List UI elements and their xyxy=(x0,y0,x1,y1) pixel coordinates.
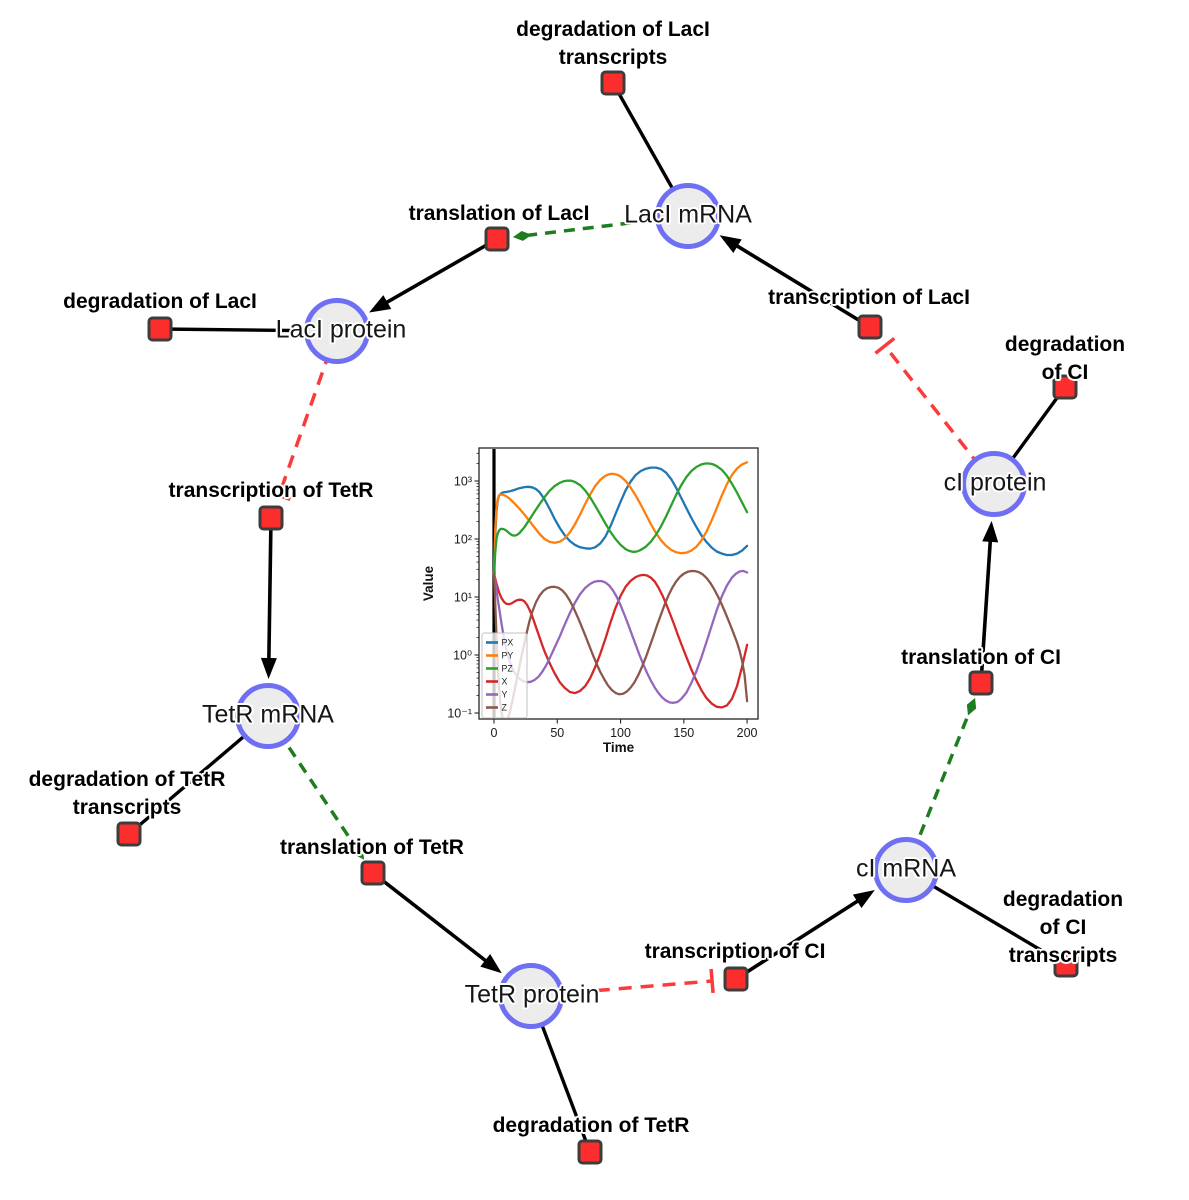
reaction-label-deg-laci-transcripts: degradation of LacI transcripts xyxy=(516,18,710,69)
reaction-node-deg-tetr xyxy=(577,1139,603,1165)
chart-series-PZ xyxy=(492,462,749,576)
species-node-ci-protein xyxy=(961,451,1027,517)
svg-text:10³: 10³ xyxy=(454,475,472,489)
reaction-node-deg-laci xyxy=(147,316,173,342)
svg-text:0: 0 xyxy=(491,726,498,740)
chart-tick-labels: 0 50 100 150 200 10³ 10² 10¹ 10⁰ 10⁻¹ xyxy=(447,475,757,741)
species-node-tetr-protein xyxy=(498,963,564,1029)
chart-series-PY xyxy=(492,461,749,576)
legend-entry-Y: Y xyxy=(502,690,508,700)
reaction-label-transcription-ci: transcription of CI xyxy=(644,940,826,963)
svg-text:200: 200 xyxy=(737,726,758,740)
reaction-node-deg-tetr-transcripts xyxy=(116,821,142,847)
species-node-ci-mrna xyxy=(873,837,939,903)
svg-text:10⁻¹: 10⁻¹ xyxy=(447,707,472,721)
reaction-node-transcription-ci xyxy=(723,966,749,992)
reaction-label-translation-laci: translation of LacI xyxy=(408,202,590,225)
reaction-node-transcription-tetr xyxy=(258,505,284,531)
reaction-label-translation-tetr: translation of TetR xyxy=(280,836,464,859)
edge-product-translation-laci-to-laci-protein xyxy=(369,237,498,313)
reaction-label-deg-laci: degradation of LacI xyxy=(63,290,257,313)
reaction-label-transcription-tetr: transcription of TetR xyxy=(168,479,374,502)
chart-curves xyxy=(492,461,749,719)
species-label-ci-protein: cI protein xyxy=(943,468,1047,497)
reaction-label-deg-tetr-transcripts: degradation of TetR transcripts xyxy=(28,768,226,819)
species-label-laci-protein: LacI protein xyxy=(275,315,407,344)
svg-text:150: 150 xyxy=(673,726,694,740)
simulation-inset-chart: 0 50 100 150 20010³10²10¹10⁰10⁻¹TimeValuePXP… xyxy=(420,430,772,775)
legend-entry-PY: PY xyxy=(502,651,514,661)
reaction-label-transcription-laci: transcription of LacI xyxy=(768,286,970,309)
reaction-node-deg-ci-transcripts xyxy=(1053,952,1079,978)
svg-text:10¹: 10¹ xyxy=(454,591,472,605)
chart-xlabel: Time xyxy=(603,740,635,755)
reaction-node-transcription-laci xyxy=(857,314,883,340)
chart-ticks xyxy=(474,452,748,724)
species-label-laci-mrna: LacI mRNA xyxy=(624,200,752,229)
chart-ylabel: Value xyxy=(421,565,436,601)
species-label-tetr-protein: TetR protein xyxy=(464,980,600,1009)
species-label-tetr-mrna: TetR mRNA xyxy=(202,700,334,729)
chart-axes-frame xyxy=(478,447,759,720)
reaction-node-deg-ci xyxy=(1052,374,1078,400)
svg-text:100: 100 xyxy=(610,726,631,740)
reaction-label-deg-tetr: degradation of TetR xyxy=(492,1114,690,1137)
legend-entry-Z: Z xyxy=(502,703,508,713)
reaction-node-translation-laci xyxy=(484,226,510,252)
edge-product-transcription-laci-to-laci-mrna xyxy=(719,235,871,329)
svg-text:10²: 10² xyxy=(454,533,472,547)
reaction-node-translation-ci xyxy=(968,670,994,696)
reaction-label-deg-ci-transcripts: degradation of CI transcripts xyxy=(1002,888,1124,967)
reaction-node-translation-tetr xyxy=(360,860,386,886)
legend-entry-PZ: PZ xyxy=(502,664,514,674)
chart-series-X xyxy=(492,572,749,709)
reaction-label-deg-ci: degradation of CI xyxy=(1004,333,1126,384)
edge-product-transcription-ci-to-ci-mrna xyxy=(735,889,875,981)
chart-series-PX xyxy=(492,466,749,576)
svg-text:50: 50 xyxy=(550,726,564,740)
chart-series-Y xyxy=(492,569,749,704)
chart-legend: PX PY PZ XYZ xyxy=(481,632,528,719)
species-label-ci-mrna: cI mRNA xyxy=(856,854,956,883)
svg-text:10⁰: 10⁰ xyxy=(453,649,472,663)
edge-product-translation-ci-to-ci-protein xyxy=(979,520,999,684)
edge-product-translation-tetr-to-tetr-protein xyxy=(371,871,502,974)
reaction-label-translation-ci: translation of CI xyxy=(901,646,1061,669)
species-node-tetr-mrna xyxy=(235,683,301,749)
legend-entry-X: X xyxy=(502,677,508,687)
edge-product-transcription-tetr-to-tetr-mrna xyxy=(260,517,277,680)
species-node-laci-mrna xyxy=(655,183,721,249)
species-node-laci-protein xyxy=(304,298,370,364)
legend-entry-PX: PX xyxy=(502,638,514,648)
reaction-node-deg-laci-transcripts xyxy=(600,70,626,96)
